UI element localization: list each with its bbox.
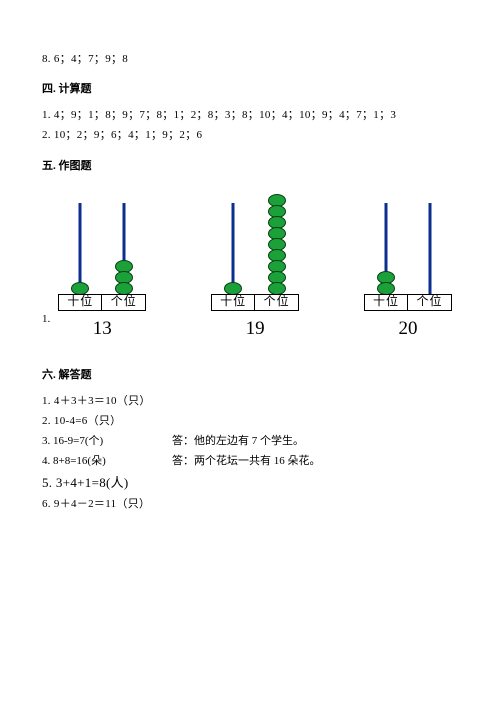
s4-line-2: 2. 10；2；9；6；4；1；9；2；6	[42, 126, 458, 144]
s6-a5: 5. 3+4+1=8(人)	[42, 472, 458, 493]
line-8: 8. 6；4；7；9；8	[42, 50, 458, 68]
abacus-number: 19	[246, 313, 265, 344]
abacus-number: 20	[399, 313, 418, 344]
tens-label: 十位	[211, 294, 255, 311]
abacus-19: 十位 个位 19	[211, 203, 299, 344]
section-6-title: 六. 解答题	[42, 366, 458, 384]
ones-rod-col	[408, 203, 452, 295]
s6-a3-ans: 答：他的左边有 7 个学生。	[172, 432, 304, 450]
rod	[232, 203, 235, 295]
section-4-title: 四. 计算题	[42, 80, 458, 98]
s6-a6: 6. 9＋4－2＝11（只）	[42, 495, 458, 513]
rods	[211, 203, 299, 295]
abacus-13: 十位 个位 13	[58, 203, 146, 344]
tens-rod-col	[364, 203, 408, 295]
ones-rod-col	[255, 203, 299, 295]
rods	[364, 203, 452, 295]
s6-a4: 4. 8+8=16(朵) 答：两个花坛一共有 16 朵花。	[42, 452, 458, 470]
tens-rod-col	[58, 203, 102, 295]
ones-label: 个位	[255, 294, 299, 311]
beads-ones	[268, 196, 286, 295]
rod	[79, 203, 82, 295]
rod	[429, 203, 432, 295]
ones-rod-col	[102, 203, 146, 295]
rods	[58, 203, 146, 295]
abacus-row: 十位 个位 13 十位 个位	[52, 203, 458, 344]
base-boxes: 十位 个位	[364, 294, 452, 311]
s6-a2: 2. 10-4=6（只）	[42, 412, 458, 430]
tens-label: 十位	[364, 294, 408, 311]
ones-label: 个位	[408, 294, 452, 311]
beads-ones	[115, 262, 133, 295]
s4-line-1: 1. 4；9；1；8；9；7；8；1；2；8；3；8；10；4；10；9；4；7…	[42, 106, 458, 124]
s6-a3-eq: 3. 16-9=7(个)	[42, 432, 172, 450]
tens-rod-col	[211, 203, 255, 295]
s6-a1: 1. 4＋3＋3＝10（只）	[42, 392, 458, 410]
q1-prefix: 1.	[42, 310, 50, 328]
base-boxes: 十位 个位	[58, 294, 146, 311]
s6-a4-eq: 4. 8+8=16(朵)	[42, 452, 172, 470]
tens-label: 十位	[58, 294, 102, 311]
abacus-row-wrapper: 1. 十位 个位 13	[42, 183, 458, 350]
abacus-20: 十位 个位 20	[364, 203, 452, 344]
s6-a4-ans: 答：两个花坛一共有 16 朵花。	[172, 452, 321, 470]
s6-a3: 3. 16-9=7(个) 答：他的左边有 7 个学生。	[42, 432, 458, 450]
page: 8. 6；4；7；9；8 四. 计算题 1. 4；9；1；8；9；7；8；1；2…	[0, 0, 500, 513]
base-boxes: 十位 个位	[211, 294, 299, 311]
ones-label: 个位	[102, 294, 146, 311]
abacus-number: 13	[93, 313, 112, 344]
section-5-title: 五. 作图题	[42, 157, 458, 175]
